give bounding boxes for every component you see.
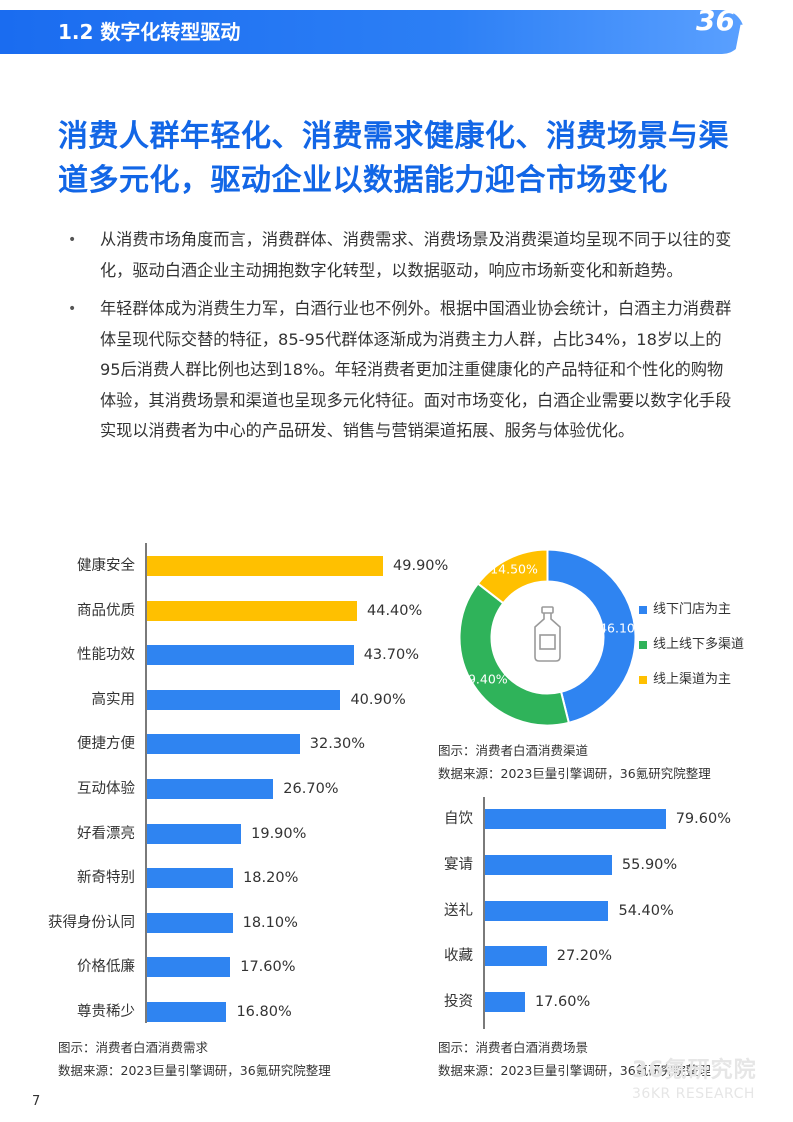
watermark-en: 36KR RESEARCH xyxy=(632,1086,755,1102)
channel-chart-source: 数据来源：2023巨量引擎调研，36氪研究院整理 xyxy=(438,766,711,781)
bar xyxy=(147,556,384,576)
bar xyxy=(485,809,666,829)
legend-swatch xyxy=(639,676,647,684)
donut-legend: 线下门店为主 线上线下多渠道 线上渠道为主 xyxy=(639,600,744,705)
bullet-dot: • xyxy=(68,232,77,248)
page-title: 消费人群年轻化、消费需求健康化、消费场景与渠道多元化，驱动企业以数据能力迎合市场… xyxy=(58,119,729,198)
header-bar xyxy=(0,10,744,54)
bullet-list: • 从消费市场角度而言，消费群体、消费需求、消费场景及消费渠道均呈现不同于以往的… xyxy=(68,225,734,455)
svg-text:Kr: Kr xyxy=(734,18,787,56)
bar-value-label: 16.80% xyxy=(236,1004,292,1020)
donut-slice xyxy=(458,582,571,727)
bar-category-label: 获得身份认同 xyxy=(48,914,135,931)
bar-value-label: 40.90% xyxy=(350,691,406,708)
legend-swatch xyxy=(639,606,647,614)
bullet-dot: • xyxy=(68,301,77,317)
bar xyxy=(147,1002,227,1022)
bar xyxy=(147,645,354,666)
donut-slice xyxy=(546,548,637,725)
bar-value-label: 44.40% xyxy=(367,602,423,619)
bar-value-label: 79.60% xyxy=(675,811,731,827)
consumption-channel-donut-chart: 46.10% 39.40% 14.50% xyxy=(458,548,640,727)
bar-category-label: 收藏 xyxy=(444,948,473,965)
demand-chart-caption: 图示：消费者白酒消费需求 xyxy=(58,1040,209,1055)
bar-value-label: 54.40% xyxy=(618,902,674,919)
bar-value-label: 55.90% xyxy=(621,856,678,873)
scene-chart-source: 数据来源：2023巨量引擎调研，36氪研究院整理 xyxy=(438,1063,711,1078)
bar-value-label: 32.30% xyxy=(309,736,366,753)
legend-label: 线上线下多渠道 xyxy=(653,637,745,652)
bar-category-label: 互动体验 xyxy=(77,781,135,797)
donut-value-label: 46.10% xyxy=(599,621,640,636)
bar-category-label: 商品优质 xyxy=(77,602,135,619)
bar-category-label: 自饮 xyxy=(444,811,473,827)
legend-item: 线上渠道为主 xyxy=(639,670,744,705)
channel-chart-caption: 图示：消费者白酒消费渠道 xyxy=(438,743,589,758)
consumption-demand-bar-chart: 健康安全 49.90% 商品优质 44.40% 性能功效 43.70% 高实用 40.90% 便… xyxy=(0,543,448,1033)
legend-label: 线下门店为主 xyxy=(653,602,732,617)
36kr-logo: 36 Kr xyxy=(696,4,787,56)
bullet-text: 从消费市场角度而言，消费群体、消费需求、消费场景及消费渠道均呈现不同于以往的变化… xyxy=(100,230,732,280)
legend-label: 线上渠道为主 xyxy=(653,672,732,687)
liquor-bottle-icon xyxy=(534,606,561,662)
donut-value-label: 39.40% xyxy=(460,672,508,687)
bar xyxy=(147,823,242,844)
page-number: 7 xyxy=(32,1094,41,1109)
bar-category-label: 便捷方便 xyxy=(77,736,135,753)
bar xyxy=(147,957,231,978)
bar xyxy=(147,868,234,889)
bar-value-label: 26.70% xyxy=(283,781,339,797)
bar-value-label: 17.60% xyxy=(240,959,296,976)
bar xyxy=(485,854,612,875)
bar-value-label: 18.20% xyxy=(243,870,299,887)
bullet-item: • 年轻群体成为消费生力军，白酒行业也不例外。根据中国酒业协会统计，白酒主力消费… xyxy=(68,294,734,447)
bar-category-label: 健康安全 xyxy=(77,558,135,574)
bar xyxy=(147,734,300,755)
watermark-cn: 36氪研究院 xyxy=(632,1058,757,1083)
legend-item: 线下门店为主 xyxy=(639,600,744,635)
bar xyxy=(147,600,357,621)
legend-swatch xyxy=(639,641,647,649)
demand-chart-source: 数据来源：2023巨量引擎调研，36氪研究院整理 xyxy=(58,1063,331,1078)
legend-item: 线上线下多渠道 xyxy=(639,635,744,670)
scene-chart-caption: 图示：消费者白酒消费场景 xyxy=(438,1040,589,1055)
section-title: 1.2 数字化转型驱动 xyxy=(58,20,241,44)
bar xyxy=(485,946,547,967)
donut-slice xyxy=(476,548,549,605)
bar-value-label: 17.60% xyxy=(534,994,591,1011)
bar-value-label: 18.10% xyxy=(242,914,298,931)
bar-category-label: 送礼 xyxy=(444,902,473,919)
donut-value-label: 14.50% xyxy=(490,562,538,577)
bar-axis-line xyxy=(145,543,147,1023)
bar xyxy=(485,992,525,1013)
bar-value-label: 27.20% xyxy=(556,948,613,965)
bar-category-label: 尊贵稀少 xyxy=(77,1004,135,1020)
bar-value-label: 49.90% xyxy=(393,558,449,574)
bar-category-label: 性能功效 xyxy=(77,647,135,664)
bar-value-label: 43.70% xyxy=(363,647,419,664)
bar xyxy=(485,900,609,921)
bar-category-label: 好看漂亮 xyxy=(77,825,135,842)
bar-category-label: 新奇特别 xyxy=(77,870,135,887)
bar xyxy=(147,912,233,933)
bar-category-label: 宴请 xyxy=(444,856,473,873)
bar-value-label: 19.90% xyxy=(251,825,307,842)
bullet-item: • 从消费市场角度而言，消费群体、消费需求、消费场景及消费渠道均呈现不同于以往的… xyxy=(68,225,734,286)
bar-category-label: 高实用 xyxy=(91,691,136,708)
bar xyxy=(147,779,274,799)
bullet-text: 年轻群体成为消费生力军，白酒行业也不例外。根据中国酒业协会统计，白酒主力消费群体… xyxy=(100,299,732,440)
consumption-scene-bar-chart: 自饮 79.60% 宴请 55.90% 送礼 54.40% 收藏 27.20% 投资 17.60% xyxy=(420,797,790,1037)
bar-axis-line xyxy=(483,797,485,1029)
svg-text:36: 36 xyxy=(696,4,735,37)
bar-category-label: 投资 xyxy=(444,994,473,1011)
bar xyxy=(147,689,341,710)
bar-category-label: 价格低廉 xyxy=(77,959,135,976)
